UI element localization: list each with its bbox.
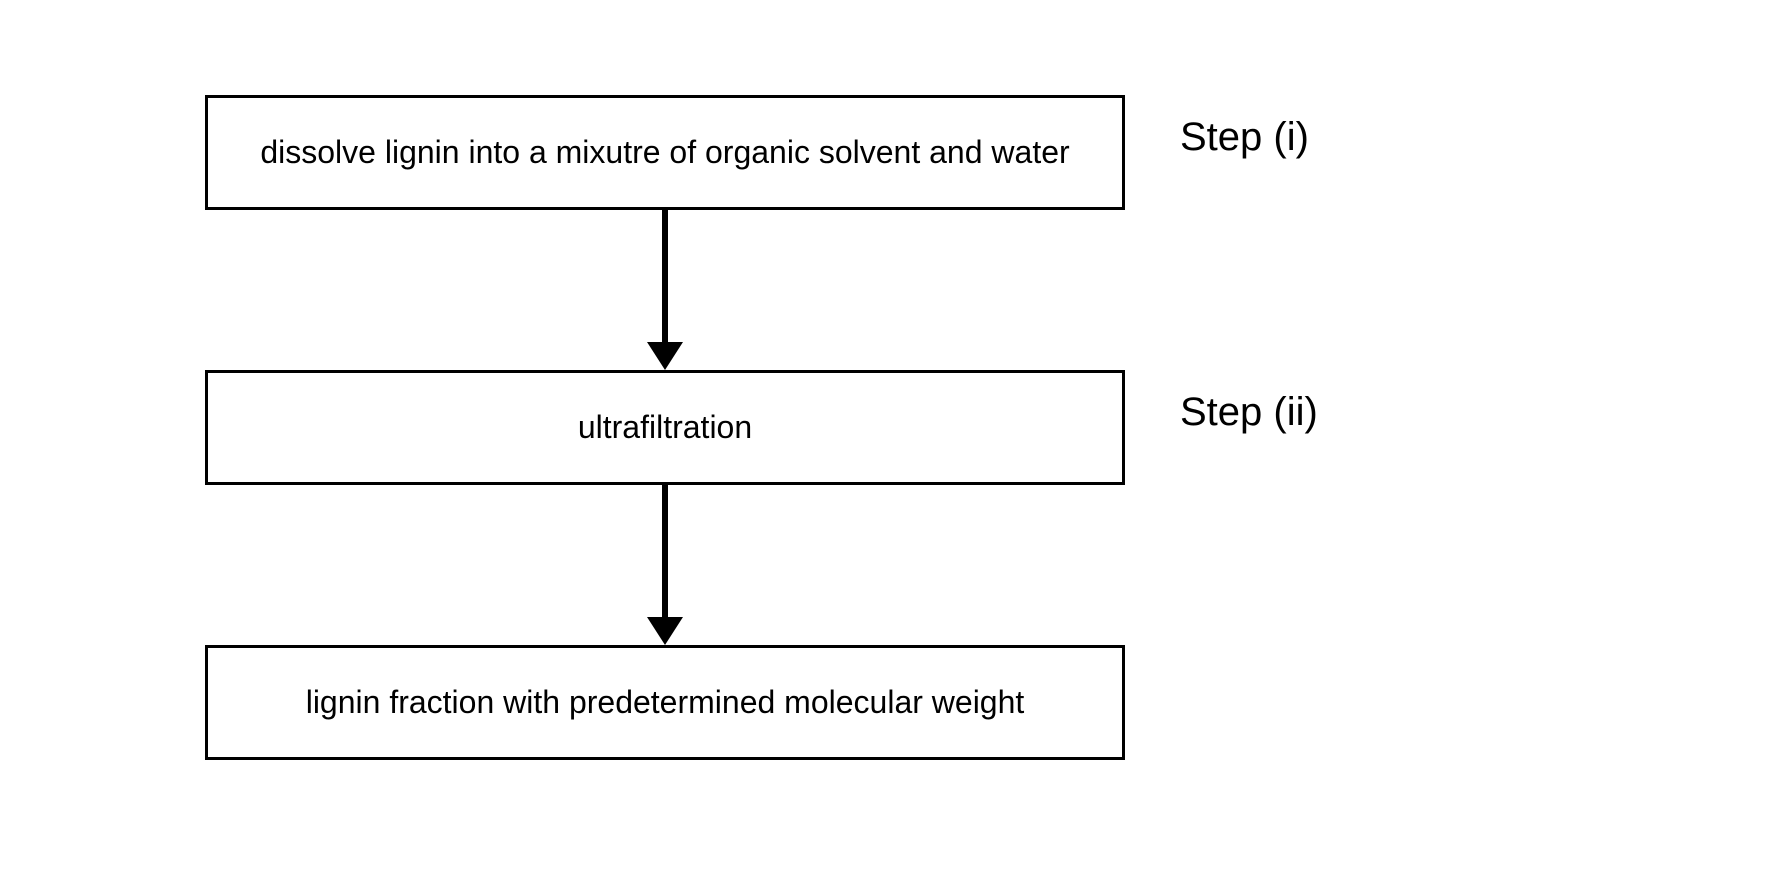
step2-label-text: Step (ii) (1180, 390, 1318, 434)
arrow-2-head-icon (647, 617, 683, 645)
step2-text: ultrafiltration (578, 409, 752, 446)
step1-label: Step (i) (1180, 115, 1309, 160)
step1-text: dissolve lignin into a mixutre of organi… (260, 134, 1069, 171)
arrow-1-line (662, 210, 668, 342)
step2-box: ultrafiltration (205, 370, 1125, 485)
arrow-1-head-icon (647, 342, 683, 370)
step2-label: Step (ii) (1180, 390, 1318, 435)
step1-label-text: Step (i) (1180, 115, 1309, 159)
arrow-2-line (662, 485, 668, 617)
flowchart-canvas: dissolve lignin into a mixutre of organi… (0, 0, 1783, 881)
step1-box: dissolve lignin into a mixutre of organi… (205, 95, 1125, 210)
step3-text: lignin fraction with predetermined molec… (306, 684, 1025, 721)
step3-box: lignin fraction with predetermined molec… (205, 645, 1125, 760)
